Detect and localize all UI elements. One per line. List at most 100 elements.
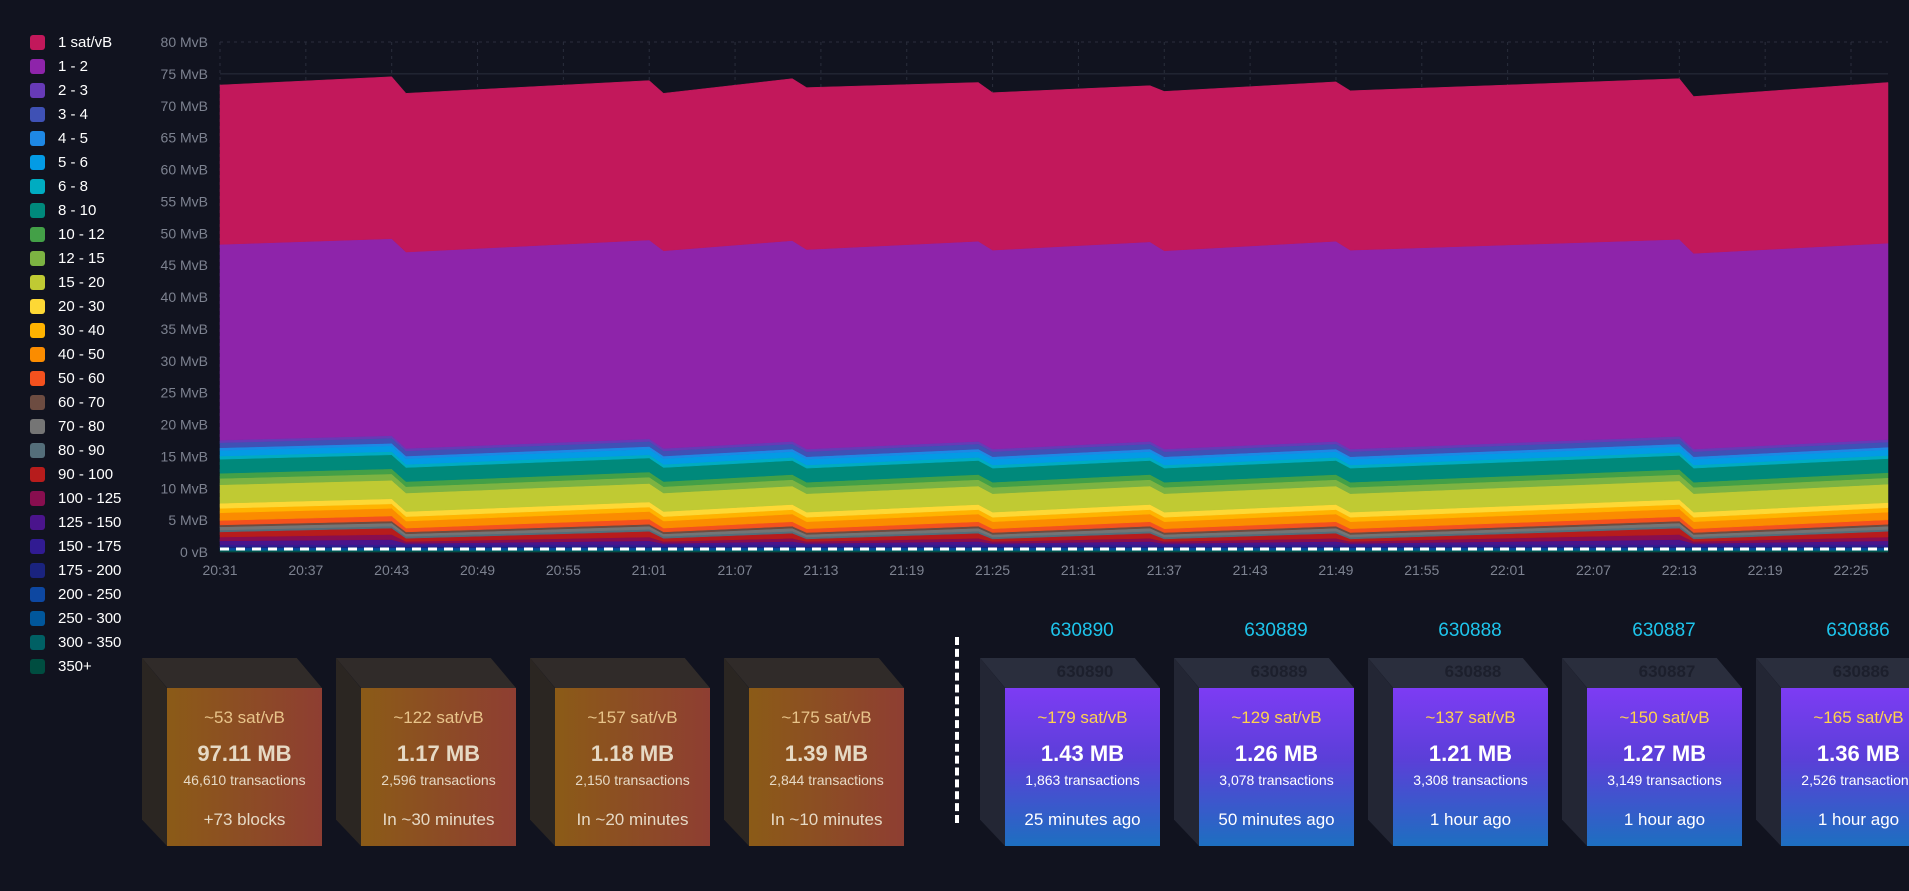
legend-item[interactable]: 150 - 175 [30, 534, 140, 558]
legend-item[interactable]: 350+ [30, 654, 140, 678]
block-size: 1.43 MB [1040, 741, 1125, 766]
block-time: In ~10 minutes [770, 810, 883, 829]
block-side-face [1562, 658, 1587, 846]
block-fee: ~122 sat/vB [393, 708, 484, 727]
legend-item[interactable]: 80 - 90 [30, 438, 140, 462]
block-height-link[interactable]: 630886 [1826, 620, 1890, 641]
legend-item[interactable]: 6 - 8 [30, 174, 140, 198]
block-front-face: ~53 sat/vB 97.11 MB 46,610 transactions +73… [167, 688, 322, 846]
y-tick-label: 40 MvB [161, 289, 208, 305]
legend-item[interactable]: 12 - 15 [30, 246, 140, 270]
legend-item[interactable]: 8 - 10 [30, 198, 140, 222]
legend-swatch [30, 298, 45, 314]
block-size: 1.27 MB [1622, 741, 1707, 766]
series-area-26 [219, 76, 1889, 254]
legend-item[interactable]: 50 - 60 [30, 366, 140, 390]
mined-block[interactable]: ~165 sat/vB 1.36 MB 2,526 transactions 1 ho… [1756, 658, 1909, 846]
mined-block[interactable]: ~137 sat/vB 1.21 MB 3,308 transactions 1 ho… [1368, 658, 1548, 846]
legend-swatch [30, 82, 45, 98]
legend-swatch [30, 202, 45, 218]
legend-item[interactable]: 30 - 40 [30, 318, 140, 342]
block-tx-count: 2,526 transactions [1801, 772, 1909, 788]
legend-swatch [30, 58, 45, 74]
legend-item[interactable]: 2 - 3 [30, 78, 140, 102]
block-side-face [530, 658, 555, 846]
block-side-face [142, 658, 167, 846]
x-tick-label: 21:01 [632, 562, 667, 578]
legend-swatch [30, 514, 45, 530]
block-time: 50 minutes ago [1218, 810, 1335, 829]
legend-item[interactable]: 20 - 30 [30, 294, 140, 318]
legend-label: 125 - 150 [58, 513, 122, 531]
legend-swatch [30, 370, 45, 386]
legend-item[interactable]: 4 - 5 [30, 126, 140, 150]
block-height-link[interactable]: 630890 [1050, 620, 1114, 641]
block-size: 1.21 MB [1428, 741, 1513, 766]
legend-label: 80 - 90 [58, 441, 105, 459]
block-height-link[interactable]: 630887 [1632, 620, 1696, 641]
block-height-shadow: 630888 [1444, 662, 1502, 681]
block-height-link[interactable]: 630889 [1244, 620, 1308, 641]
block-size: 1.39 MB [784, 741, 869, 766]
legend-item[interactable]: 5 - 6 [30, 150, 140, 174]
projected-block[interactable]: ~157 sat/vB 1.18 MB 2,150 transactions In ~… [530, 658, 710, 846]
legend-swatch [30, 346, 45, 362]
mined-block[interactable]: ~179 sat/vB 1.43 MB 1,863 transactions 25 m… [980, 658, 1160, 846]
legend-swatch [30, 466, 45, 482]
projected-block[interactable]: ~122 sat/vB 1.17 MB 2,596 transactions In ~… [336, 658, 516, 846]
x-tick-label: 20:55 [546, 562, 581, 578]
block-front-face: ~129 sat/vB 1.26 MB 3,078 transactions 50 m… [1199, 688, 1354, 846]
legend-swatch [30, 562, 45, 578]
block-top-face [336, 658, 516, 688]
block-height-shadow: 630890 [1056, 662, 1114, 681]
mined-block[interactable]: ~150 sat/vB 1.27 MB 3,149 transactions 1 ho… [1562, 658, 1742, 846]
block-fee: ~175 sat/vB [781, 708, 872, 727]
legend-item[interactable]: 3 - 4 [30, 102, 140, 126]
legend-item[interactable]: 250 - 300 [30, 606, 140, 630]
block-fee: ~157 sat/vB [587, 708, 678, 727]
block-size: 1.18 MB [590, 741, 675, 766]
block-size: 97.11 MB [197, 741, 292, 766]
x-tick-label: 20:43 [374, 562, 409, 578]
legend-item[interactable]: 125 - 150 [30, 510, 140, 534]
mempool-chart: 0 vB 5 MvB 10 MvB 15 MvB 20 MvB 25 MvB 30 MvB 3… [161, 34, 1889, 578]
block-top-face [530, 658, 710, 688]
y-tick-label: 30 MvB [161, 353, 208, 369]
legend-item[interactable]: 90 - 100 [30, 462, 140, 486]
legend-item[interactable]: 1 - 2 [30, 54, 140, 78]
block-fee: ~179 sat/vB [1037, 708, 1128, 727]
projected-block[interactable]: ~175 sat/vB 1.39 MB 2,844 transactions In ~… [724, 658, 904, 846]
x-tick-label: 21:25 [975, 562, 1010, 578]
y-tick-label: 70 MvB [161, 98, 208, 114]
fee-legend: 1 sat/vB 1 - 2 2 - 3 3 - 4 4 - 5 5 - 6 6 - 8 8 … [30, 30, 140, 678]
legend-item[interactable]: 70 - 80 [30, 414, 140, 438]
block-top-face [1756, 658, 1909, 688]
legend-item[interactable]: 40 - 50 [30, 342, 140, 366]
legend-item[interactable]: 175 - 200 [30, 558, 140, 582]
x-tick-label: 21:55 [1404, 562, 1439, 578]
legend-item[interactable]: 300 - 350 [30, 630, 140, 654]
block-side-face [336, 658, 361, 846]
block-time: 1 hour ago [1429, 810, 1512, 829]
x-tick-label: 22:13 [1662, 562, 1697, 578]
legend-item[interactable]: 60 - 70 [30, 390, 140, 414]
projected-block[interactable]: ~53 sat/vB 97.11 MB 46,610 transactions +73… [142, 658, 322, 846]
legend-label: 90 - 100 [58, 465, 114, 483]
legend-item[interactable]: 100 - 125 [30, 486, 140, 510]
legend-swatch [30, 34, 45, 50]
block-side-face [980, 658, 1005, 846]
legend-item[interactable]: 200 - 250 [30, 582, 140, 606]
legend-item[interactable]: 15 - 20 [30, 270, 140, 294]
mined-block[interactable]: ~129 sat/vB 1.26 MB 3,078 transactions 50 m… [1174, 658, 1354, 846]
legend-label: 20 - 30 [58, 297, 105, 315]
y-tick-label: 20 MvB [161, 417, 208, 433]
block-height-shadow: 630889 [1250, 662, 1308, 681]
block-height-link[interactable]: 630888 [1438, 620, 1502, 641]
legend-swatch [30, 418, 45, 434]
legend-label: 12 - 15 [58, 249, 105, 267]
y-tick-label: 55 MvB [161, 193, 208, 209]
legend-item[interactable]: 1 sat/vB [30, 30, 140, 54]
y-tick-label: 15 MvB [161, 448, 208, 464]
block-side-face [1756, 658, 1781, 846]
legend-item[interactable]: 10 - 12 [30, 222, 140, 246]
